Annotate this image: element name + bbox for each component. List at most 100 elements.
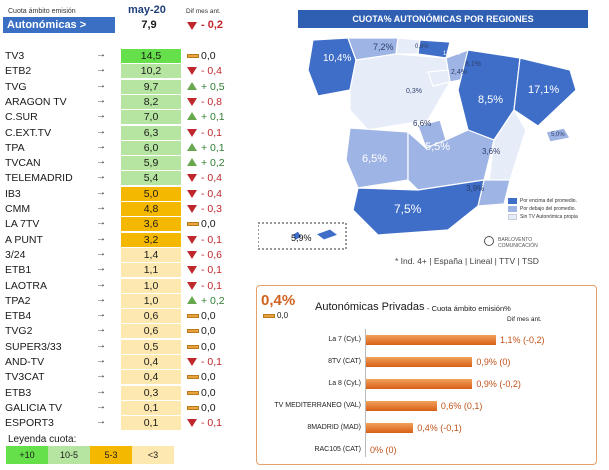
arrow-right-icon: → <box>96 385 106 397</box>
map-label: 3,6% <box>482 147 501 156</box>
share-value: 5,9 <box>121 156 181 171</box>
diff-value: 0,0 <box>201 325 216 338</box>
arrow-right-icon: → <box>96 79 106 91</box>
bar <box>366 335 496 345</box>
channel-name: IB3 <box>5 187 21 200</box>
trend-equal-icon <box>187 50 199 62</box>
region-extremadura <box>345 127 409 189</box>
map-legend-label: Por debajo del promedio. <box>520 206 576 212</box>
trend-down-icon <box>187 280 199 292</box>
table-row: A PUNT → 3,2 - 0,1 <box>3 232 257 247</box>
diff-value: 0,0 <box>201 371 216 384</box>
channel-name: SUPER3/33 <box>5 340 62 353</box>
map-label: 8,1% <box>465 61 481 68</box>
map-legend: Por encima del promedio. Por debajo del … <box>508 198 578 220</box>
share-value: 14,5 <box>121 49 181 63</box>
share-value: 0,4 <box>121 370 181 385</box>
channel-name: ESPORT3 <box>5 417 54 430</box>
table-row: LAOTRA → 1,0 - 0,1 <box>3 278 257 293</box>
diff-value: + 0,1 <box>201 141 225 154</box>
channel-name: 3/24 <box>5 248 26 261</box>
map-label: 13,5% <box>443 51 461 57</box>
region-canarias <box>291 228 340 241</box>
channel-name: TVG2 <box>5 325 33 338</box>
share-value: 1,4 <box>121 247 181 262</box>
table-row: TVCAN → 5,9 + 0,2 <box>3 156 257 171</box>
arrow-right-icon: → <box>96 217 106 229</box>
diff-value: + 0,5 <box>201 80 225 93</box>
map-label: 6,6% <box>413 119 432 128</box>
arrow-right-icon: → <box>96 49 106 60</box>
map-legend-label: Sin TV Autonómica propia <box>520 214 578 220</box>
legend-swatch <box>508 198 517 204</box>
channel-name: C.EXT.TV <box>5 126 52 139</box>
canarias-inset <box>258 222 347 250</box>
bar-value: 0% (0) <box>370 445 397 455</box>
table-row: C.SUR → 7,0 + 0,1 <box>3 110 257 125</box>
share-value: 10,2 <box>121 64 181 79</box>
map-title: CUOTA% AUTONÓMICAS POR REGIONES <box>298 10 588 28</box>
bar <box>366 423 414 433</box>
region-la-rioja <box>427 69 451 87</box>
map-label: 10,4% <box>323 53 352 64</box>
map-label: 8,5% <box>478 94 504 106</box>
map-label: 17,1% <box>528 84 560 96</box>
table-row: TVG → 9,7 + 0,5 <box>3 79 257 94</box>
autonomicas-row: Autonómicas > 7,9 - 0,2 <box>3 17 257 33</box>
table-row: TVG2 → 0,6 0,0 <box>3 324 257 339</box>
table-row: TV3CAT → 0,4 0,0 <box>3 370 257 385</box>
map-label: 2,4% <box>451 69 467 76</box>
map-label: 7,2% <box>373 42 394 52</box>
autonomicas-label: Autonómicas > <box>3 17 115 33</box>
channel-name: AND-TV <box>5 356 45 368</box>
bar-value: 0,9% (-0,2) <box>476 379 521 389</box>
arrow-right-icon: → <box>96 140 106 152</box>
arrow-right-icon: → <box>96 171 106 183</box>
diff-value: - 0,1 <box>201 233 223 246</box>
arrow-right-icon: → <box>96 309 106 321</box>
arrow-right-icon: → <box>96 202 106 213</box>
legend-swatch <box>508 214 517 220</box>
table-row: AND-TV → 0,4 - 0,1 <box>3 355 257 369</box>
trend-down-icon <box>187 356 199 368</box>
channel-name: TPA2 <box>5 294 31 307</box>
trend-equal-icon <box>187 341 199 353</box>
channel-name: ETB4 <box>5 310 32 323</box>
trend-equal-icon <box>187 387 199 399</box>
bar <box>366 401 437 411</box>
table-row: ARAGON TV → 8,2 - 0,8 <box>3 94 257 109</box>
share-value: 0,1 <box>121 400 181 415</box>
diff-value: - 0,1 <box>201 356 223 368</box>
diff-value: - 0,1 <box>201 126 223 139</box>
arrow-right-icon: → <box>96 339 106 351</box>
table-row: TV3 → 14,5 0,0 <box>3 49 257 63</box>
share-value: 9,7 <box>121 79 181 94</box>
channel-name: TVG <box>5 80 27 93</box>
bar <box>366 379 473 389</box>
diff-value: 0,0 <box>201 401 216 414</box>
region-galicia <box>307 37 357 97</box>
share-value: 0,5 <box>121 339 181 354</box>
legend-swatch <box>508 206 517 212</box>
table-row: LA 7TV → 3,6 0,0 <box>3 217 257 232</box>
private-subtitle: - Cuota ámbito emisión% <box>427 304 511 313</box>
diff-value: + 0,2 <box>201 157 225 170</box>
table-row: SUPER3/33 → 0,5 0,0 <box>3 339 257 354</box>
channel-name: C.SUR <box>5 111 38 124</box>
share-value: 3,6 <box>121 217 181 232</box>
table-row: TPA → 6,0 + 0,1 <box>3 140 257 155</box>
share-value: 6,3 <box>121 125 181 140</box>
trend-down-icon <box>187 203 199 215</box>
table-row: IB3 → 5,0 - 0,4 <box>3 186 257 201</box>
channel-name: LA 7TV <box>5 218 40 231</box>
share-value: 1,0 <box>121 278 181 293</box>
trend-down-icon <box>187 417 199 429</box>
trend-equal-icon <box>187 371 199 383</box>
arrow-right-icon: → <box>96 125 106 137</box>
diff-value: - 0,4 <box>201 187 223 200</box>
trend-up-icon <box>187 142 199 154</box>
diff-value: - 0,4 <box>201 172 223 185</box>
trend-down-icon <box>187 264 199 276</box>
trend-down-icon <box>187 20 197 30</box>
table-row: ETB1 → 1,1 - 0,1 <box>3 263 257 278</box>
